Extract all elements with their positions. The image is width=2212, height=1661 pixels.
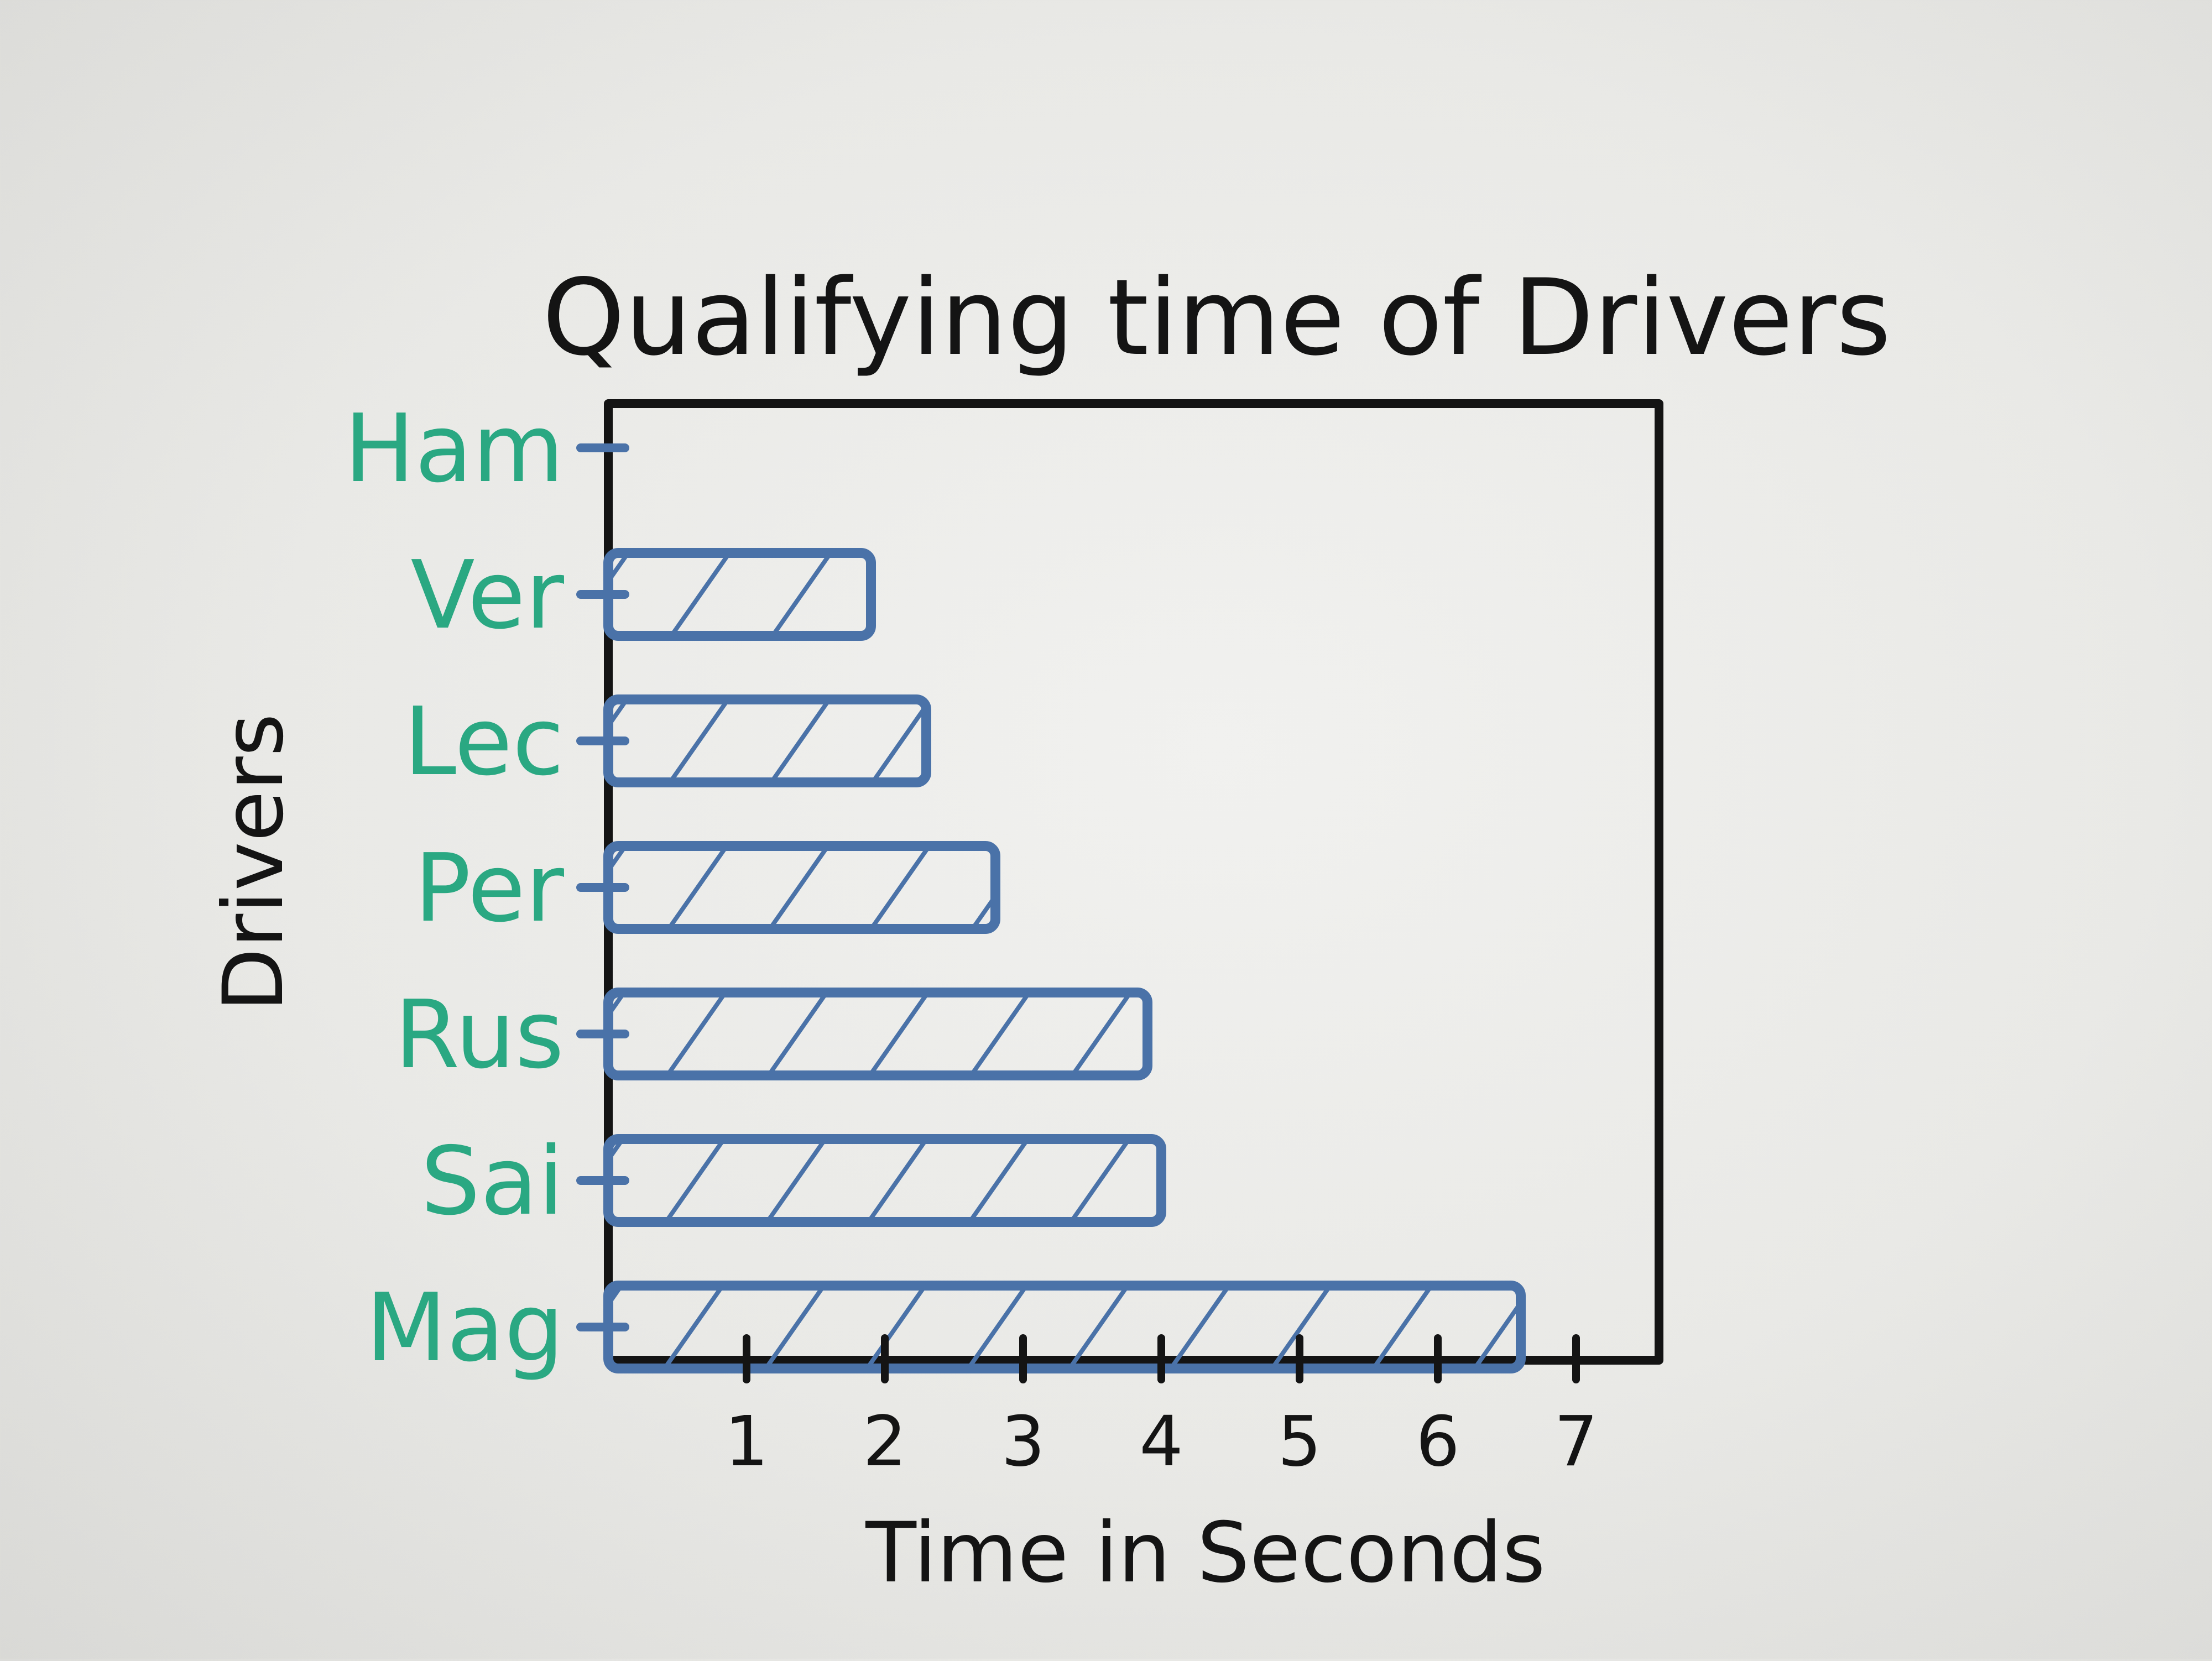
bar-sai — [603, 1134, 1166, 1227]
y-tick-label: Ham — [344, 394, 564, 504]
bar-rus — [603, 988, 1152, 1080]
x-tick-label: 4 — [1139, 1402, 1183, 1482]
x-ticks-group: 1 2 3 4 5 6 7 — [724, 1334, 1598, 1482]
y-tick-label: Sai — [421, 1127, 564, 1236]
x-tick-label: 3 — [1001, 1402, 1045, 1482]
y-axis-label: Drivers — [206, 713, 302, 1012]
y-tick-label: Ver — [410, 541, 564, 650]
x-tick-label: 7 — [1554, 1402, 1598, 1482]
x-axis-label: Time in Seconds — [865, 1505, 1545, 1601]
y-categories-group: Ham Ver Lec Per Rus Sai Mag — [344, 394, 629, 1383]
x-tick-label: 6 — [1416, 1402, 1460, 1482]
x-tick-label: 1 — [724, 1402, 769, 1482]
bar-lec — [603, 694, 931, 787]
bar-ver — [603, 548, 876, 641]
y-tick-label: Mag — [366, 1273, 564, 1383]
y-tick-label: Per — [414, 834, 564, 943]
x-tick-label: 5 — [1277, 1402, 1322, 1482]
chart-title: Qualifying time of Drivers — [542, 257, 1891, 379]
y-tick-label: Lec — [404, 687, 564, 797]
x-tick-label: 2 — [863, 1402, 907, 1482]
bars-group — [603, 548, 1526, 1373]
bar-per — [603, 841, 1000, 934]
y-tick-label: Rus — [394, 980, 564, 1090]
